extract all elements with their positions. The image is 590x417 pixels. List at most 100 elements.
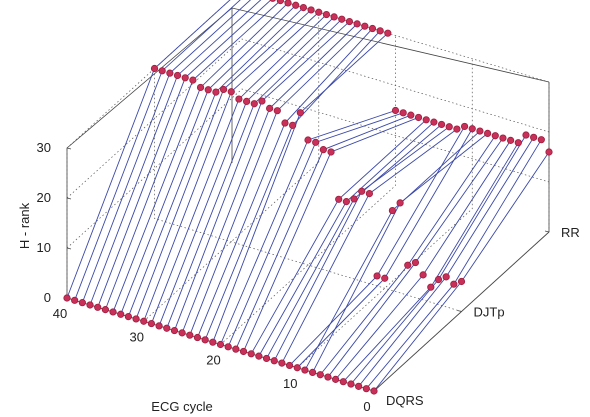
data-point-djtp xyxy=(150,64,159,73)
data-point-djtp xyxy=(434,275,443,284)
data-point-djtp xyxy=(442,273,450,281)
data-point-dqrs xyxy=(332,375,340,383)
data-point-rr xyxy=(361,22,369,30)
data-point-dqrs xyxy=(86,301,94,309)
data-point-rr xyxy=(414,113,423,122)
data-point-djtp xyxy=(212,88,220,96)
data-point-rr xyxy=(437,120,446,129)
data-point-rr xyxy=(384,29,392,37)
data-point-dqrs xyxy=(308,368,317,376)
data-point-djtp xyxy=(388,206,397,215)
y-tick-label: RR xyxy=(561,225,580,240)
data-point-djtp xyxy=(204,86,212,94)
data-point-djtp xyxy=(365,190,373,198)
data-point-dqrs xyxy=(224,343,232,351)
data-point-djtp xyxy=(327,148,335,156)
data-point-dqrs xyxy=(132,315,140,323)
data-point-djtp xyxy=(296,109,304,117)
z-tick-label: 10 xyxy=(37,240,51,255)
data-point-djtp xyxy=(457,277,466,286)
z-tick-label: 20 xyxy=(37,190,51,205)
z-tick-mark xyxy=(66,197,72,200)
grid-line-y xyxy=(154,68,462,312)
data-point-rr xyxy=(322,10,331,19)
data-point-dqrs xyxy=(63,294,71,302)
back-wall-z-left xyxy=(66,7,233,298)
data-point-dqrs xyxy=(101,306,109,314)
data-point-rr xyxy=(353,20,361,28)
data-point-djtp xyxy=(250,100,258,108)
data-point-dqrs xyxy=(170,326,179,335)
data-point-djtp xyxy=(396,199,404,207)
y-tick-label: DQRS xyxy=(386,393,424,408)
data-point-djtp xyxy=(312,138,320,146)
tick-labels: 0 10 20 30 40 DQRS DJTp RR 0 10 20 30 xyxy=(37,140,580,414)
data-point-dqrs xyxy=(301,366,309,374)
cycle-line xyxy=(335,140,512,380)
data-point-djtp xyxy=(243,97,251,106)
data-point-dqrs xyxy=(293,364,301,372)
cycle-line xyxy=(66,0,231,299)
data-point-djtp xyxy=(227,88,235,96)
data-point-rr xyxy=(276,0,284,5)
data-point-djtp xyxy=(411,258,420,267)
data-point-rr xyxy=(499,134,507,142)
data-point-dqrs xyxy=(163,324,171,332)
x-tick-label: 30 xyxy=(130,329,144,344)
data-point-rr xyxy=(284,0,292,7)
data-point-rr xyxy=(445,123,453,131)
data-point-rr xyxy=(507,136,515,144)
data-point-rr xyxy=(269,0,276,2)
z-tick-mark xyxy=(66,147,72,150)
data-point-rr xyxy=(307,6,315,14)
data-point-djtp xyxy=(289,121,297,129)
data-point-dqrs xyxy=(278,359,286,367)
data-point-djtp xyxy=(319,146,327,154)
data-point-dqrs xyxy=(355,382,363,390)
data-point-djtp xyxy=(281,119,289,127)
z-tick-label: 30 xyxy=(37,140,51,155)
grid-line-z xyxy=(66,88,550,249)
data-point-rr xyxy=(399,109,407,117)
y-tick-label: DJTp xyxy=(474,305,505,320)
data-point-djtp xyxy=(258,97,266,105)
cycle-line xyxy=(220,110,396,345)
data-point-rr xyxy=(299,3,307,12)
grid-line-x xyxy=(297,58,473,369)
data-point-dqrs xyxy=(370,387,378,395)
cycle-line xyxy=(74,0,241,301)
z-axis-label: H - rank xyxy=(17,202,32,249)
data-point-rr xyxy=(391,106,400,115)
data-point-dqrs xyxy=(109,308,117,316)
data-point-djtp xyxy=(342,198,350,206)
data-point-dqrs xyxy=(71,296,79,304)
data-point-djtp xyxy=(189,76,197,84)
data-point-dqrs xyxy=(209,338,217,346)
data-point-rr xyxy=(376,27,384,35)
data-point-rr xyxy=(330,13,338,21)
x-tick-label: 10 xyxy=(283,376,297,391)
data-markers xyxy=(63,0,553,395)
data-point-djtp xyxy=(404,261,412,269)
data-point-djtp xyxy=(235,95,243,103)
data-point-rr xyxy=(430,118,438,126)
grid-line-x xyxy=(143,12,320,322)
cycle-line xyxy=(273,126,450,361)
data-point-rr xyxy=(537,136,545,144)
data-point-dqrs xyxy=(262,354,271,363)
data-point-dqrs xyxy=(339,378,347,386)
data-point-dqrs xyxy=(94,303,102,311)
cycle-line xyxy=(296,128,473,369)
data-point-dqrs xyxy=(78,299,86,307)
data-point-dqrs xyxy=(255,352,263,360)
data-point-djtp xyxy=(219,85,228,94)
data-point-rr xyxy=(315,8,323,16)
x-tick-label: 20 xyxy=(206,353,220,368)
data-point-dqrs xyxy=(216,340,225,349)
data-point-djtp xyxy=(419,271,427,279)
data-point-djtp xyxy=(158,67,166,75)
data-point-djtp xyxy=(266,104,274,112)
data-point-dqrs xyxy=(117,310,125,318)
data-point-djtp xyxy=(273,107,281,115)
